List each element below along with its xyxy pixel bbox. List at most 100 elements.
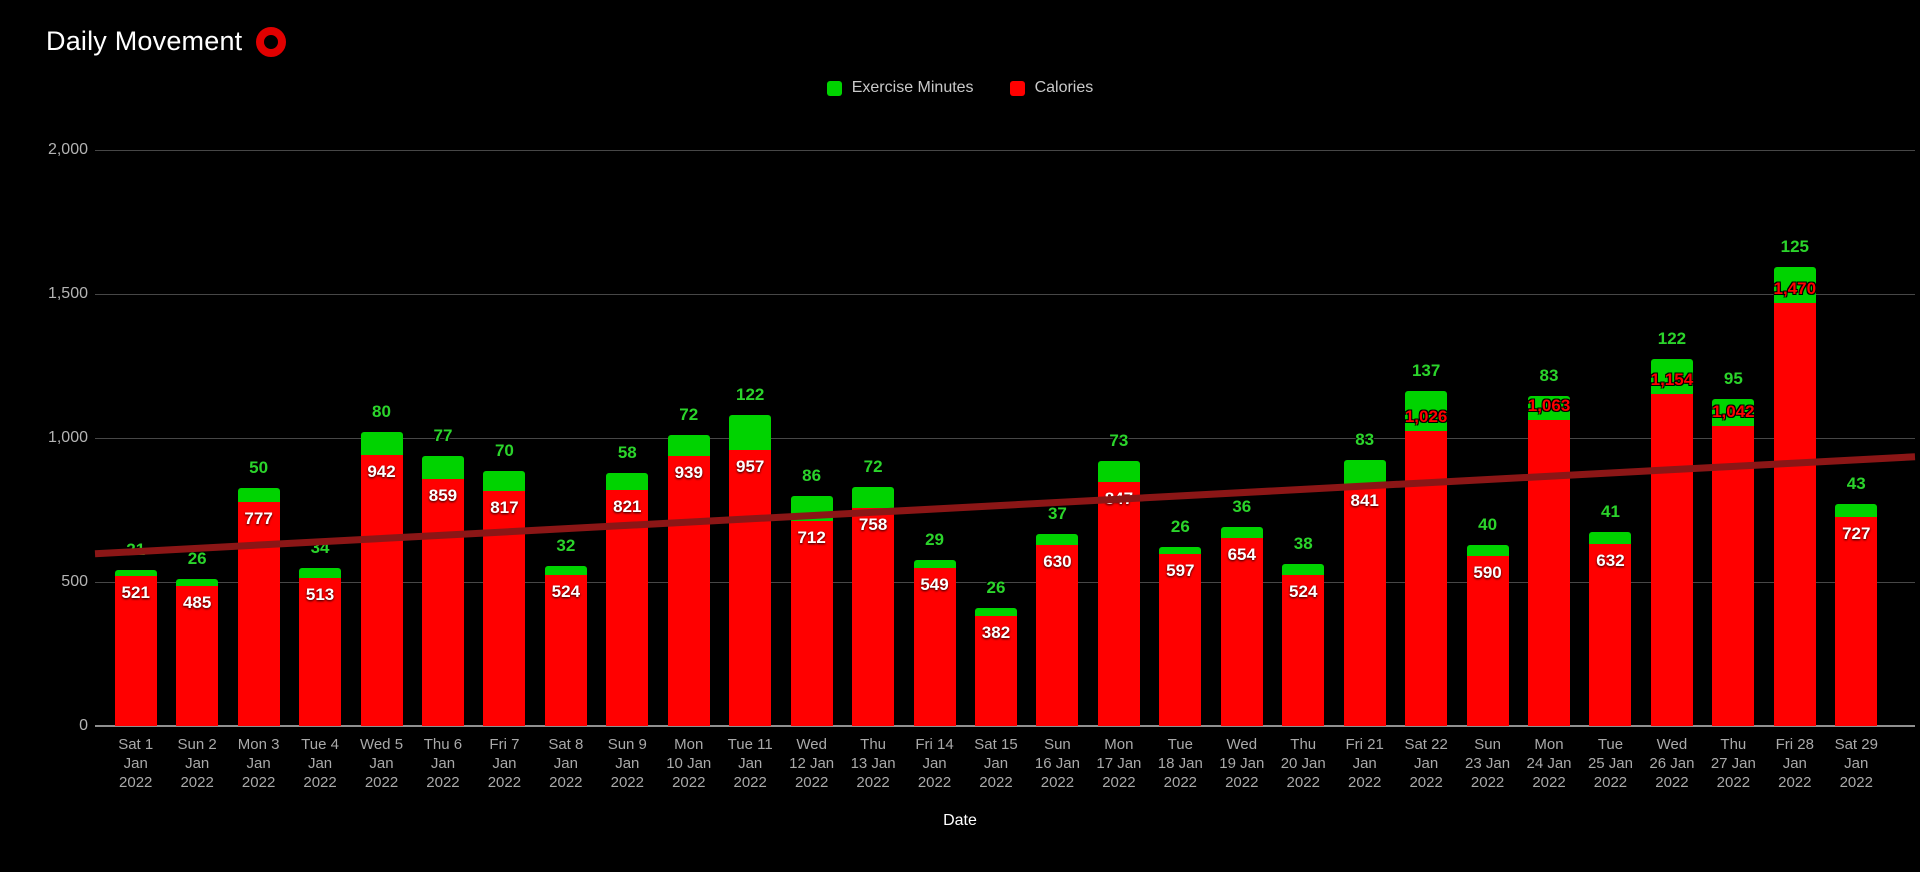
bar-segment-exercise[interactable] — [1220, 527, 1263, 538]
x-tick-label: Mon 10 Jan 2022 — [666, 736, 712, 791]
bar-segment-calories[interactable] — [360, 454, 403, 726]
bar-segment-exercise[interactable] — [1589, 532, 1632, 544]
x-axis-line — [95, 725, 1915, 727]
x-tick-label: Sat 1 Jan 2022 — [118, 736, 154, 791]
y-tick-label: 500 — [61, 573, 88, 590]
bar-segment-calories[interactable] — [913, 567, 956, 726]
page-title: Daily Movement — [46, 26, 243, 56]
bar-segment-calories[interactable] — [114, 575, 157, 726]
calories-value-label: 1,026 — [1404, 406, 1448, 426]
exercise-value-label: 80 — [372, 401, 391, 421]
y-tick-label: 1,500 — [47, 285, 88, 302]
bar-segment-exercise[interactable] — [729, 415, 772, 451]
bar-segment-calories[interactable] — [667, 455, 710, 726]
bar-segment-calories[interactable] — [1466, 556, 1509, 726]
bar-segment-exercise[interactable] — [1835, 504, 1878, 517]
x-tick-label: Sun 16 Jan 2022 — [1034, 736, 1080, 791]
bar-segment-calories[interactable] — [176, 586, 219, 726]
x-tick-label: Sun 2 Jan 2022 — [177, 736, 217, 791]
x-tick-label: Tue 4 Jan 2022 — [301, 736, 339, 791]
legend-item-calories[interactable]: Calories — [1009, 79, 1094, 97]
bar-segment-calories[interactable] — [1528, 419, 1571, 726]
exercise-value-label: 73 — [1109, 431, 1129, 451]
bar-segment-calories[interactable] — [729, 450, 772, 726]
bar-segment-calories[interactable] — [1589, 543, 1632, 726]
calories-value-label: 524 — [1289, 582, 1318, 602]
bar-segment-calories[interactable] — [544, 575, 587, 726]
calories-value-label: 821 — [613, 496, 642, 516]
bar-segment-exercise[interactable] — [299, 568, 342, 579]
legend-label: Calories — [1034, 79, 1094, 96]
bar-segment-exercise[interactable] — [1036, 533, 1079, 545]
bar-segment-exercise[interactable] — [1773, 266, 1816, 303]
calories-value-label: 841 — [1350, 490, 1379, 510]
y-tick-label: 2,000 — [47, 141, 88, 158]
bar-segment-exercise[interactable] — [1528, 395, 1571, 420]
header: Daily Movement — [46, 26, 287, 57]
x-tick-label: Mon 3 Jan 2022 — [237, 736, 280, 791]
calories-value-label: 382 — [981, 622, 1011, 642]
bar-segment-calories[interactable] — [852, 507, 895, 726]
bar-segment-exercise[interactable] — [1405, 391, 1448, 431]
bar-segment-exercise[interactable] — [421, 456, 464, 479]
x-tick-label: Sat 15 Jan 2022 — [974, 736, 1018, 791]
exercise-value-label: 137 — [1411, 361, 1441, 381]
calories-value-label: 521 — [121, 582, 150, 602]
bar-segment-exercise[interactable] — [852, 486, 895, 508]
bar-segment-calories[interactable] — [299, 578, 342, 726]
bar-segment-exercise[interactable] — [1650, 358, 1693, 394]
x-tick-label: Thu 20 Jan 2022 — [1280, 736, 1326, 791]
bar-segment-exercise[interactable] — [1466, 544, 1509, 557]
calories-value-label: 524 — [551, 582, 581, 602]
bar-segment-exercise[interactable] — [360, 431, 403, 455]
bar-segment-exercise[interactable] — [114, 569, 157, 576]
x-tick-label: Thu 6 Jan 2022 — [423, 736, 463, 791]
x-tick-label: Thu 27 Jan 2022 — [1710, 736, 1756, 791]
calories-value-label: 513 — [305, 585, 335, 605]
legend-swatch — [1009, 80, 1025, 96]
calories-value-label: 549 — [920, 574, 949, 594]
bar-segment-calories[interactable] — [1712, 425, 1755, 726]
bar-segment-calories[interactable] — [1220, 537, 1263, 726]
exercise-value-label: 50 — [249, 457, 269, 477]
bar-segment-exercise[interactable] — [1282, 564, 1325, 576]
bar-segment-exercise[interactable] — [544, 565, 587, 576]
bar-segment-exercise[interactable] — [975, 608, 1017, 616]
exercise-value-label: 58 — [617, 442, 637, 462]
calories-value-label: 1,042 — [1712, 401, 1755, 421]
bar-segment-calories[interactable] — [1773, 302, 1816, 726]
bar-segment-calories[interactable] — [237, 502, 280, 726]
bar-segment-calories[interactable] — [975, 615, 1017, 726]
bar-segment-exercise[interactable] — [1712, 398, 1755, 426]
bar-segment-calories[interactable] — [1097, 482, 1140, 726]
x-tick-label: Sat 22 Jan 2022 — [1404, 736, 1448, 791]
calories-value-label: 758 — [858, 514, 888, 534]
bar-segment-exercise[interactable] — [1097, 461, 1140, 483]
chart-legend: Exercise Minutes Calories — [0, 79, 1920, 97]
bar-segment-exercise[interactable] — [667, 434, 710, 456]
bar-segment-exercise[interactable] — [606, 472, 649, 490]
bar-segment-exercise[interactable] — [1159, 546, 1202, 555]
x-axis-title: Date — [943, 812, 977, 829]
trend-line — [94, 453, 1916, 558]
bar-segment-exercise[interactable] — [176, 578, 219, 587]
bar-segment-calories[interactable] — [1282, 575, 1325, 726]
bar-segment-calories[interactable] — [421, 478, 464, 726]
bar-segment-calories[interactable] — [1343, 483, 1386, 726]
bar-segment-exercise[interactable] — [1343, 459, 1386, 484]
calories-value-label: 632 — [1596, 550, 1625, 570]
bar-segment-exercise[interactable] — [483, 470, 526, 491]
exercise-value-label: 70 — [494, 440, 514, 460]
x-tick-label: Fri 28 Jan 2022 — [1775, 736, 1814, 791]
calories-value-label: 590 — [1473, 563, 1502, 583]
bar-segment-calories[interactable] — [1650, 393, 1693, 726]
bar-segment-exercise[interactable] — [237, 487, 280, 503]
bar-segment-calories[interactable] — [1159, 554, 1202, 726]
bar-segment-calories[interactable] — [790, 520, 833, 726]
bar-segment-calories[interactable] — [1036, 544, 1079, 726]
legend-item-exercise-minutes[interactable]: Exercise Minutes — [826, 79, 974, 97]
x-tick-label: Wed 19 Jan 2022 — [1219, 736, 1265, 791]
bar-segment-exercise[interactable] — [913, 559, 956, 568]
bar-segment-calories[interactable] — [1835, 516, 1878, 726]
